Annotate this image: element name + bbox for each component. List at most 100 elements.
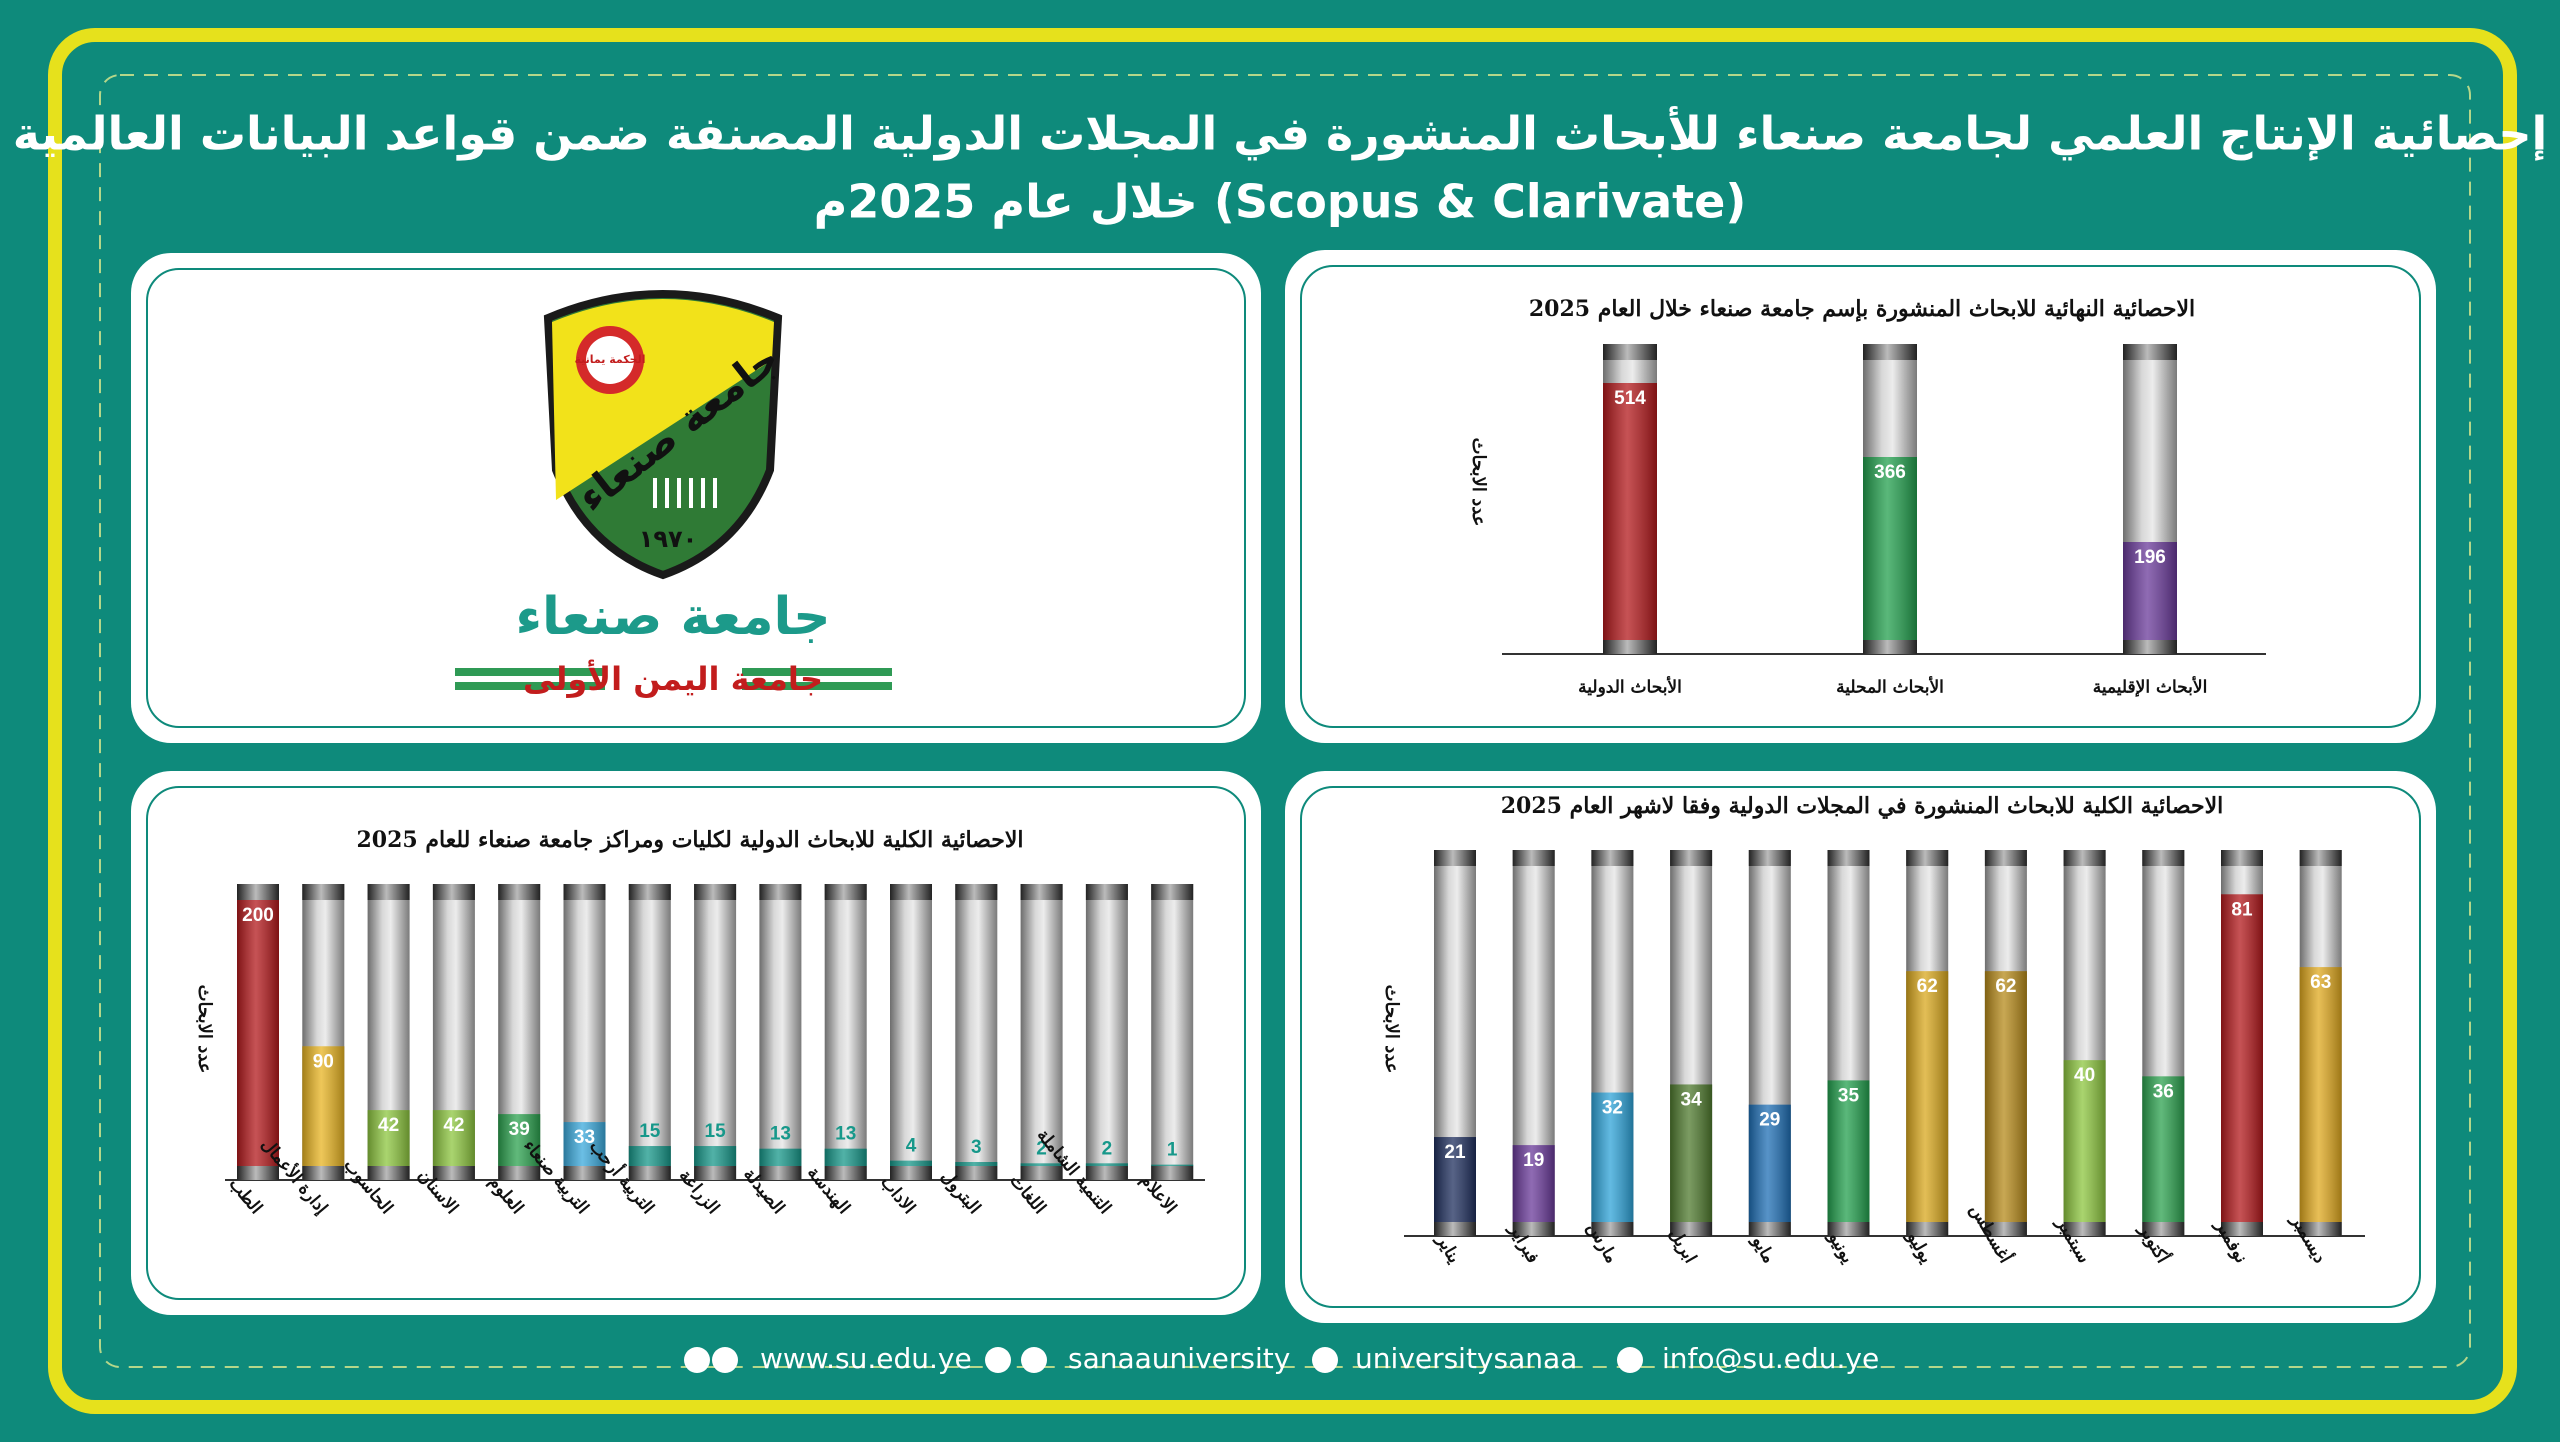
stripe [455,668,605,676]
tube-cap [2063,850,2106,866]
bar-shine [1434,1137,1476,1222]
tube-cap [1020,1166,1063,1180]
tube-cap [237,884,279,900]
tube [759,884,802,1180]
tube-cap [563,1166,606,1180]
bar-shine [1670,1084,1713,1222]
tube-cap [628,884,671,900]
tube-cap [302,884,345,900]
linkedin-icon [985,1347,1011,1373]
bar-shine [628,1146,671,1166]
bar-shine [432,1110,475,1166]
value-label: 33 [574,1127,595,1148]
tube-cap [628,1166,671,1180]
value-label: 42 [443,1115,464,1136]
stripe [742,682,892,690]
tube-cap [694,1166,737,1180]
tube-cap [1603,640,1657,654]
tube-cap [563,884,606,900]
footer-website: www.su.edu.ye [760,1342,972,1375]
stripe [455,682,605,690]
value-label: 19 [1523,1150,1544,1171]
y-axis-label: عدد الابحاث [1381,985,1402,1074]
tube-cap [367,1166,410,1180]
value-label: 200 [242,905,274,926]
logo-year: ١٩٧٠ [639,525,698,553]
tube-cap [1434,1222,1476,1236]
facebook-icon [712,1347,738,1373]
value-label: 2 [1102,1138,1113,1159]
bar-shine [1827,1080,1870,1222]
tube-cap [2123,344,2177,360]
tube-cap [1591,850,1634,866]
frame [48,28,2517,1414]
tube-cap [890,1166,932,1180]
tube-cap [1512,1222,1555,1236]
bar-shine [302,1046,345,1166]
tube-cap [2142,850,2185,866]
tube-cap [955,1166,998,1180]
email-icon [1617,1347,1643,1373]
tube-cap [694,884,737,900]
inner-frame [99,74,2471,1368]
value-label: 32 [1602,1098,1623,1119]
footer-email: info@su.edu.ye [1662,1342,1879,1375]
tube-cap [432,884,475,900]
tube-cap [1434,850,1476,866]
tube-cap [2299,1222,2342,1236]
bar-shine [2123,542,2177,640]
chart-title: الاحصائية الكلية للابحاث المنشورة في الم… [1501,793,2224,819]
bar-shine [1603,383,1657,640]
tube-cap [1591,1222,1634,1236]
value-label: 81 [2231,899,2253,920]
bar-shine [2063,1060,2106,1222]
tube-cap [2221,850,2263,866]
tube-cap [1085,884,1128,900]
tube-cap [759,884,802,900]
bar-shine [498,1114,541,1166]
tube-cap [824,1166,867,1180]
tube-cap [2142,1222,2185,1236]
tube-cap [1670,1222,1713,1236]
panel-border [1300,265,2421,728]
bar-shine [2221,894,2263,1222]
tube-cap [1863,344,1917,360]
logo-motto: الحكمة يمانية [574,353,645,366]
x-icon [1312,1347,1338,1373]
bar-shine [955,1162,998,1166]
chart-title: الاحصائية النهائية للابحاث المنشورة بإسم… [1529,296,2195,323]
value-label: 90 [313,1051,334,1072]
y-axis-label: عدد الابحاث [1468,438,1489,527]
bar-shine [694,1146,737,1166]
tube [824,884,867,1180]
footer: www.su.edu.ye sanaauniversity university… [684,1342,1879,1375]
x-tick-label: الأبحاث الدولية [1578,676,1682,698]
value-label: 63 [2310,972,2331,993]
bar-shine [1863,457,1917,640]
value-label: 13 [835,1124,856,1145]
bar-shine [1748,1104,1791,1222]
tube-cap [2299,850,2342,866]
tube-cap [1984,1222,2027,1236]
tube-cap [1085,1166,1128,1180]
tube [955,884,998,1180]
footer-social2: universitysanaa [1355,1342,1577,1375]
tube-cap [824,884,867,900]
bar-shine [890,1160,932,1166]
header-title: إحصائية الإنتاج العلمي لجامعة صنعاء للأب… [13,106,2548,162]
tube-cap [1748,850,1791,866]
tube-cap [1020,884,1063,900]
value-label: 2 [1036,1138,1047,1159]
tube [694,884,737,1180]
tube-cap [2063,1222,2106,1236]
bar-shine [1906,971,1949,1222]
tube-cap [498,1166,541,1180]
bar-shine [824,1148,867,1166]
tube-cap [1827,1222,1870,1236]
tube-cap [302,1166,345,1180]
panel-border [146,268,1246,728]
value-label: 4 [906,1136,917,1157]
value-label: 36 [2153,1081,2174,1102]
header-subtitle: (Scopus & Clarivate) خلال عام 2025م [814,175,1747,229]
value-label: 15 [639,1121,661,1142]
